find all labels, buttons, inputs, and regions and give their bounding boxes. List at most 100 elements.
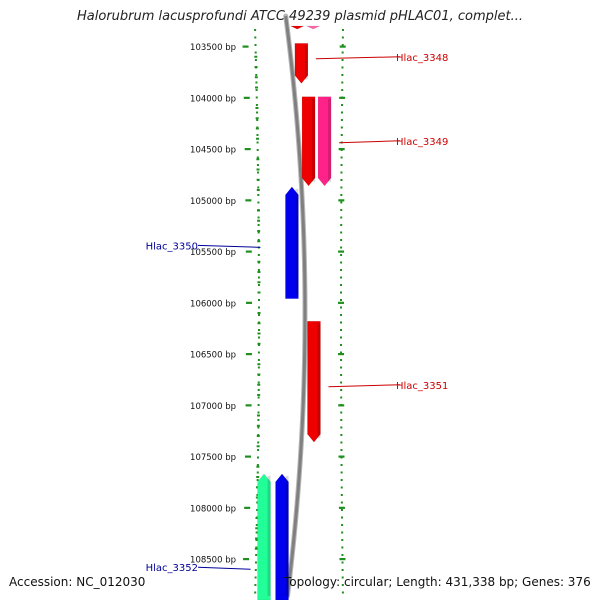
ring-guide-outer-left xyxy=(257,381,260,384)
gene-arrow-hlac-3351 xyxy=(307,320,321,443)
ring-guide-outer-right xyxy=(340,471,343,474)
ring-guide-outer-right xyxy=(341,554,344,556)
ring-guide-outer-left xyxy=(256,501,259,504)
ring-guide-outer-left xyxy=(257,224,260,226)
ring-guide-outer-right xyxy=(340,486,343,489)
ring-guide-outer-right xyxy=(341,576,344,579)
ring-guide-outer-right xyxy=(340,186,343,189)
ring-guide-outer-left xyxy=(257,426,260,429)
ring-guide-outer-right xyxy=(340,269,343,271)
ring-guide-outer-left xyxy=(255,104,258,106)
gene-arrow xyxy=(290,25,304,30)
ring-guide-outer-left xyxy=(256,479,259,481)
ring-guide-outer-right xyxy=(340,329,343,331)
tick-mark xyxy=(338,250,345,253)
ring-guide-outer-left xyxy=(257,299,260,301)
tick-mark xyxy=(245,353,252,356)
ring-guide-outer-left xyxy=(257,171,260,174)
gene-label: Hlac_3348 xyxy=(396,53,448,64)
tick-minor xyxy=(256,424,260,427)
tick-mark xyxy=(244,148,251,151)
tick-mark xyxy=(339,96,346,99)
ring-guide-outer-left xyxy=(257,194,260,196)
tick-minor xyxy=(254,55,258,58)
tick-mark xyxy=(338,404,345,407)
ring-guide-outer-right xyxy=(340,381,343,384)
ring-guide-outer-right xyxy=(341,89,344,91)
gene-shade xyxy=(267,475,271,596)
tick-label: 108500 bp xyxy=(190,556,236,566)
gene-label-line xyxy=(328,384,401,388)
ring-guide-outer-left xyxy=(257,239,260,241)
tick-minor xyxy=(256,435,260,437)
ring-guide-outer-right xyxy=(340,119,343,121)
ring-guide-outer-left xyxy=(257,404,260,406)
ring-guide-outer-left xyxy=(257,186,260,189)
ring-guide-outer-right xyxy=(340,306,343,309)
tick-label: 108000 bp xyxy=(190,504,236,514)
gene-label-line xyxy=(339,140,401,144)
gene-arrow-hlac-3350 xyxy=(285,186,299,299)
tick-minor xyxy=(257,373,261,376)
ring-guide-outer-left xyxy=(256,149,259,151)
gene-arrow-hlac-3352 xyxy=(275,473,289,600)
ring-guide-outer-left xyxy=(254,591,257,594)
ring-guide-outer-left xyxy=(257,441,260,444)
tick-mark xyxy=(338,506,345,509)
ring-guide-outer-left xyxy=(257,306,260,309)
tick-mark xyxy=(245,250,252,253)
ring-guide-outer-right xyxy=(341,51,344,54)
ring-guide-outer-right xyxy=(340,201,343,204)
ring-guide-outer-right xyxy=(340,291,343,294)
ring-guide-outer-left xyxy=(255,81,258,84)
ring-guide-outer-left xyxy=(254,44,257,46)
ring-guide-outer-left xyxy=(257,336,260,339)
ring-guide-outer-right xyxy=(340,216,343,219)
ring-guide-outer-right xyxy=(340,411,343,414)
ring-guide-outer-right xyxy=(340,156,343,159)
ring-guide-outer-right xyxy=(340,179,343,181)
tick-label: 104500 bp xyxy=(190,146,236,156)
ring-guide-outer-left xyxy=(254,29,257,31)
tick-minor xyxy=(256,476,260,478)
ring-guide-outer-left xyxy=(257,449,260,451)
ring-guide-outer-right xyxy=(340,359,343,361)
ring-guide-outer-right xyxy=(340,441,343,444)
gene-shade xyxy=(317,323,321,439)
ring-guide-outer-right xyxy=(341,591,344,594)
ring-guide-outer-right xyxy=(340,351,343,354)
tick-mark xyxy=(245,455,251,458)
ring-guide-outer-right xyxy=(340,231,343,234)
tick-label: 106000 bp xyxy=(190,299,236,309)
tick-minor xyxy=(257,342,261,345)
ring-guide-outer-left xyxy=(255,539,258,541)
ring-guide-outer-left xyxy=(257,314,260,316)
ring-guide-outer-right xyxy=(341,524,344,526)
ring-guide-outer-right xyxy=(341,569,344,571)
ring-guide-outer-left xyxy=(257,351,260,354)
ring-guide-outer-left xyxy=(255,74,258,76)
tick-mark xyxy=(243,558,250,561)
ring-guide-outer-left xyxy=(254,36,257,39)
ring-guide-outer-right xyxy=(340,126,343,129)
ring-guide-outer-right xyxy=(340,464,343,466)
tick-mark xyxy=(338,353,345,356)
gene-arrow xyxy=(301,96,316,187)
tick-mark xyxy=(338,455,345,458)
tick-minor xyxy=(255,86,259,89)
gene-label-line xyxy=(197,566,251,570)
ring-guide-outer-right xyxy=(341,66,344,69)
ring-guide-outer-left xyxy=(254,59,257,61)
ring-guide-outer-right xyxy=(340,366,343,369)
summary-text: Topology: circular; Length: 431,338 bp; … xyxy=(284,575,591,589)
ring-guide-outer-left xyxy=(257,201,260,204)
ring-guide-outer-right xyxy=(340,224,343,226)
tick-label: 105500 bp xyxy=(190,248,236,258)
ring-guide-outer-left xyxy=(255,89,258,91)
ring-guide-outer-left xyxy=(255,524,258,526)
gene-shade xyxy=(312,98,316,182)
tick-minor xyxy=(256,414,260,417)
ring-guide-outer-right xyxy=(341,539,344,541)
gene-arrow-hlac-3348 xyxy=(294,43,309,84)
tick-minor xyxy=(257,291,261,294)
